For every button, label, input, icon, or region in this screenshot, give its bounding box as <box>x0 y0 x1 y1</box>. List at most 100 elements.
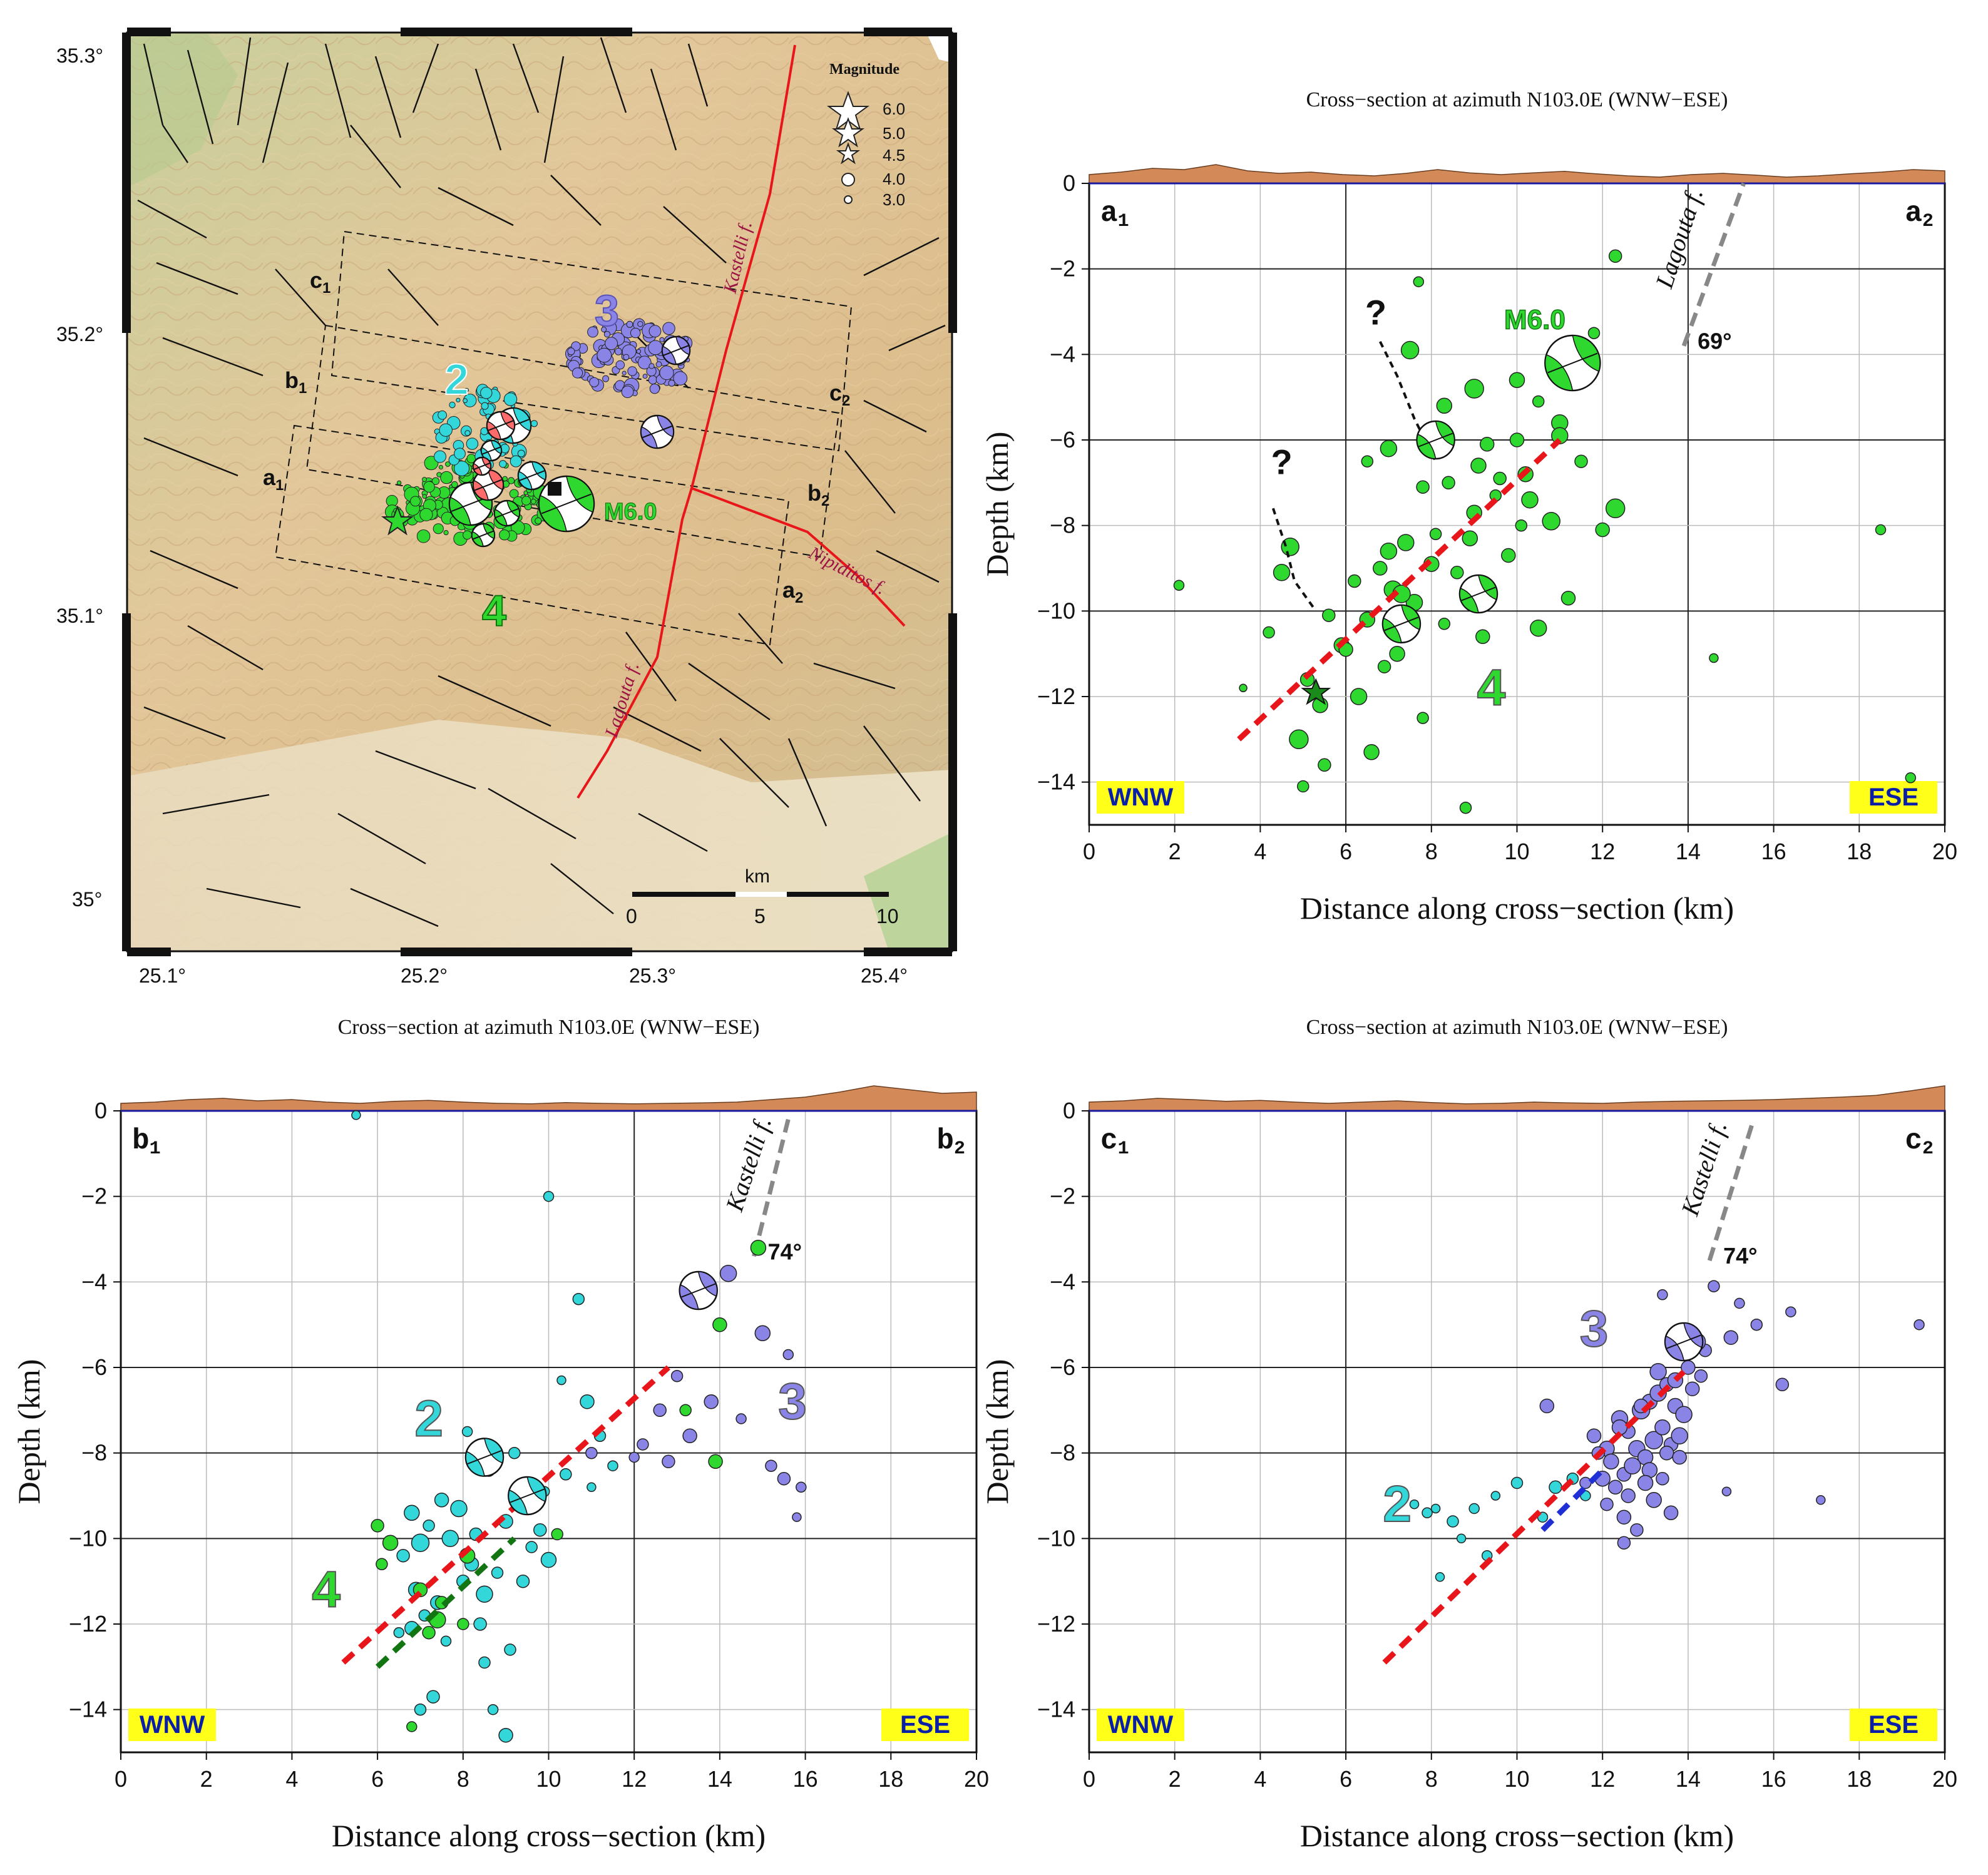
hypocenter-point <box>478 1656 491 1669</box>
y-tick-label: −10 <box>69 1525 107 1551</box>
question-mark: ? <box>1271 442 1292 482</box>
direction-label-left: WNW <box>140 1711 205 1739</box>
direction-label-left-bg <box>128 1709 216 1741</box>
hypocenter-point <box>1644 1431 1663 1449</box>
cross-section-title: Cross−section at azimuth N103.0E (WNW−ES… <box>1306 1016 1728 1039</box>
map-epicenter <box>642 374 648 379</box>
hypocenter-point <box>1389 645 1405 662</box>
hypocenter-point <box>551 1528 563 1541</box>
map-epicenter <box>454 447 466 460</box>
foreshock-star-icon <box>1301 678 1331 705</box>
x-tick-label: 20 <box>1932 839 1957 864</box>
map-epicenter <box>416 529 431 543</box>
y-tick-label: −2 <box>1050 1183 1075 1209</box>
focal-mechanism-icon <box>508 1476 547 1516</box>
hypocenter-point <box>1630 1523 1644 1537</box>
grid <box>1089 1110 1945 1752</box>
map-epicenter <box>662 322 675 335</box>
map-focal-mechanisms <box>448 335 691 548</box>
legend-entry-4: 4.0 <box>883 170 905 188</box>
map-epicenter <box>615 360 625 370</box>
corner-label-left: a1 <box>1100 197 1129 232</box>
x-tick-label: 6 <box>371 1766 384 1792</box>
fault-trace <box>863 399 927 433</box>
fault-trace <box>787 738 827 827</box>
interpreted-fault-plane <box>1382 1369 1686 1665</box>
map-epicenter <box>597 347 612 363</box>
legend-circle-4-icon <box>841 173 855 186</box>
map-epicenter <box>499 529 510 541</box>
y-tick-label: −4 <box>81 1269 107 1294</box>
fault-trace <box>438 186 514 227</box>
x-tick-label: 18 <box>878 1766 903 1792</box>
hypocenter-point <box>1509 372 1525 389</box>
fault-trace <box>375 750 476 790</box>
profile-label-b2: b2 <box>807 480 829 509</box>
lon-label-25-2: 25.2° <box>401 964 448 987</box>
hypocenter-point <box>719 1264 737 1282</box>
hypocenter-point <box>1542 512 1560 531</box>
cluster-label-3: 3 <box>1580 1300 1609 1357</box>
y-tick-label: −6 <box>1050 1354 1075 1380</box>
x-tick-label: 16 <box>1761 1766 1786 1792</box>
fault-trace <box>663 206 727 263</box>
corner-letter: a <box>1100 197 1118 230</box>
hypocenter-point <box>1350 688 1368 705</box>
scale-bar: km 0 5 10 <box>626 866 899 927</box>
mainshock-label: M6.0 <box>1504 304 1565 335</box>
x-tick-label: 16 <box>1761 839 1786 864</box>
map-epicenter <box>503 392 518 406</box>
series-c4 <box>371 1239 767 1732</box>
hypocenter-point <box>1456 1533 1467 1544</box>
hypocenter-point <box>735 1413 747 1424</box>
map-epicenter <box>659 337 665 343</box>
hypocenter-point <box>1616 1510 1632 1525</box>
hypocenter-point <box>426 1690 440 1704</box>
direction-label-right: ESE <box>1868 1711 1919 1739</box>
hypocenter-point <box>504 1643 516 1656</box>
x-tick-label: 0 <box>115 1766 127 1792</box>
fault-trace <box>650 68 677 151</box>
fault-trace <box>150 549 238 590</box>
hypocenter-point <box>580 1394 595 1409</box>
map-epicenter <box>623 354 630 360</box>
series-c3 <box>585 1264 807 1522</box>
x-tick-label: 6 <box>1340 839 1352 864</box>
hypocenter-point <box>450 1499 468 1518</box>
fault-trace <box>412 43 439 113</box>
corner-label-right: b2 <box>936 1125 965 1160</box>
magnitude-legend: Magnitude 6.0 5.0 4.5 4.0 3.0 <box>826 61 905 209</box>
corner-label-left: b1 <box>132 1125 161 1160</box>
fault-trace <box>512 43 540 113</box>
hypocenter-point <box>423 1520 435 1532</box>
focal-mechanism-icon <box>1544 334 1601 392</box>
direction-label-left: WNW <box>1108 1711 1174 1739</box>
profile-box-c <box>330 230 853 452</box>
hypocenter-point <box>1579 1476 1592 1489</box>
map-epicenter <box>668 379 675 387</box>
hypocenter-point <box>1659 1445 1674 1461</box>
fault-projection <box>752 1118 791 1257</box>
fault-trace <box>844 450 896 514</box>
hypocenter-point <box>704 1394 719 1409</box>
map-epicenter <box>637 321 643 327</box>
hypocenter-point <box>376 1558 388 1571</box>
interpreted-fault-plane <box>1237 437 1562 742</box>
map-epicenter <box>433 523 444 534</box>
hypocenter-point <box>1721 1486 1732 1496</box>
x-axis-label: Distance along cross−section (km) <box>332 1818 766 1853</box>
profile-box-a <box>274 424 790 646</box>
x-tick-label: 20 <box>1932 1766 1957 1792</box>
map-epicenter <box>439 423 453 437</box>
series-c3 <box>1539 1280 1925 1550</box>
map-beachball-icon <box>538 475 595 533</box>
x-tick-label: 12 <box>1590 839 1615 864</box>
map-epicenter <box>464 430 471 436</box>
legend-circle-3-icon <box>844 195 853 204</box>
direction-label-left-bg <box>1097 1709 1184 1741</box>
hypocenter-point <box>516 1574 530 1588</box>
map-epicenter <box>521 496 531 506</box>
lon-label-25-1: 25.1° <box>139 964 186 987</box>
map-epicenter <box>673 371 688 386</box>
hypocenter-point <box>670 1369 684 1382</box>
